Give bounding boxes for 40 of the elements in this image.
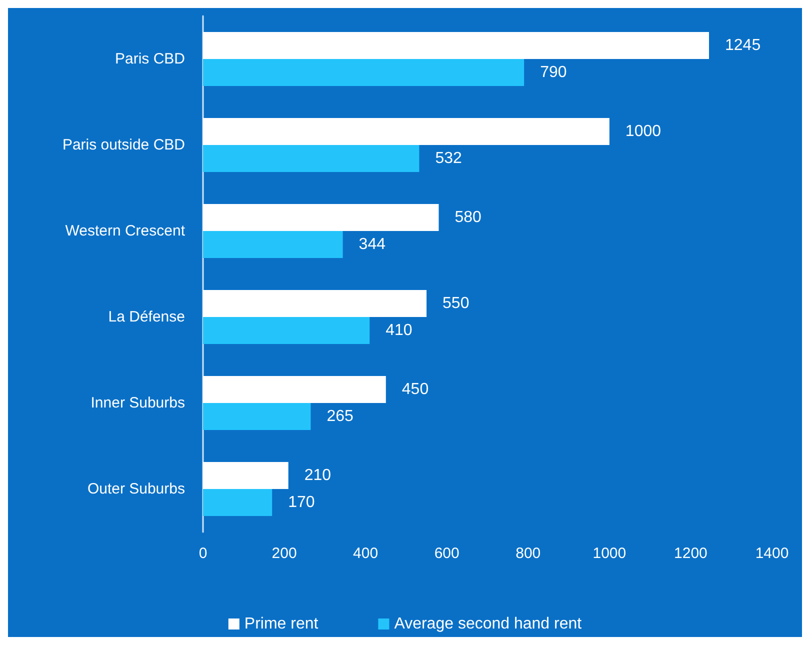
bar xyxy=(203,462,288,489)
y-tick-label: Paris CBD xyxy=(114,50,186,68)
x-tick-label: 1200 xyxy=(674,545,708,562)
bar xyxy=(203,403,311,430)
bar xyxy=(203,118,610,145)
bar xyxy=(203,204,439,231)
data-label: 410 xyxy=(386,322,412,339)
data-label: 265 xyxy=(326,408,354,425)
data-label: 170 xyxy=(288,494,315,511)
y-tick-label: Paris outside CBD xyxy=(62,136,186,154)
data-label: 790 xyxy=(540,64,567,81)
legend-label: Prime rent xyxy=(244,616,319,632)
x-tick-label: 1400 xyxy=(755,545,789,562)
x-tick-label: 800 xyxy=(516,545,541,562)
bar xyxy=(203,489,272,516)
data-label: 532 xyxy=(435,150,462,167)
bar xyxy=(203,317,370,344)
y-tick-label: La Défense xyxy=(108,308,185,326)
data-label: 344 xyxy=(358,236,386,253)
data-label: 210 xyxy=(304,467,332,484)
x-tick-label: 600 xyxy=(434,545,460,562)
data-label: 580 xyxy=(454,209,482,226)
bar xyxy=(203,32,710,59)
y-tick-label: Inner Suburbs xyxy=(90,394,185,412)
y-tick-label: Western Crescent xyxy=(65,222,186,240)
data-label: 1245 xyxy=(725,37,761,54)
legend-label: Average second hand rent xyxy=(394,616,582,632)
bar xyxy=(203,59,524,86)
data-label: 550 xyxy=(442,295,470,312)
bar xyxy=(203,145,420,172)
data-label: 450 xyxy=(402,381,429,398)
y-tick-label: Outer Suburbs xyxy=(87,480,185,498)
bar xyxy=(203,376,386,403)
bar xyxy=(203,231,343,258)
data-label: 1000 xyxy=(625,123,662,140)
bar xyxy=(203,290,427,317)
x-tick-label: 400 xyxy=(353,545,378,562)
x-tick-label: 0 xyxy=(198,545,208,562)
x-tick-label: 200 xyxy=(272,545,297,562)
x-tick-label: 1000 xyxy=(592,545,626,562)
